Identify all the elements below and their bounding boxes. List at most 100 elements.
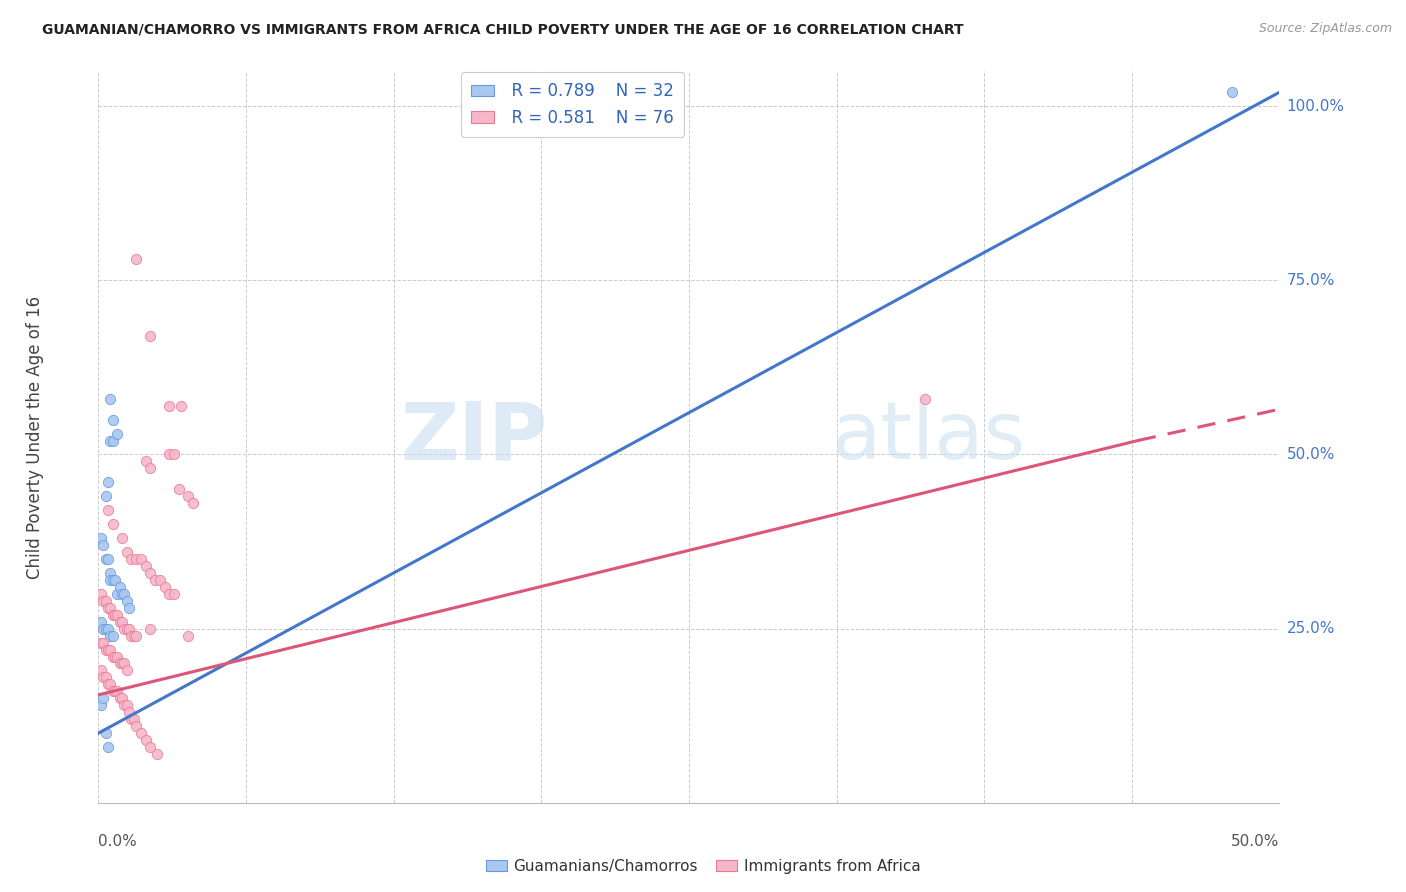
Point <box>101 649 124 664</box>
Point <box>129 552 152 566</box>
Point <box>94 552 117 566</box>
Point <box>98 573 121 587</box>
Point <box>139 566 162 580</box>
Point <box>97 475 120 490</box>
Point <box>91 670 114 684</box>
Point <box>149 573 172 587</box>
Text: Child Poverty Under the Age of 16: Child Poverty Under the Age of 16 <box>27 295 44 579</box>
Point <box>97 622 120 636</box>
Point <box>146 747 169 761</box>
Point <box>97 552 120 566</box>
Point <box>177 489 200 503</box>
Text: 0.0%: 0.0% <box>98 834 138 849</box>
Point <box>90 531 112 545</box>
Point <box>101 573 124 587</box>
Point <box>105 649 128 664</box>
Point <box>98 392 121 406</box>
Point <box>91 691 114 706</box>
Point <box>97 642 120 657</box>
Point <box>98 629 121 643</box>
Legend:   R = 0.789    N = 32,   R = 0.581    N = 76: R = 0.789 N = 32, R = 0.581 N = 76 <box>461 72 683 136</box>
Point <box>118 600 141 615</box>
Point <box>104 649 127 664</box>
Point <box>139 461 162 475</box>
Point <box>125 629 148 643</box>
Point <box>121 629 143 643</box>
Point <box>115 545 138 559</box>
Point <box>163 587 186 601</box>
Point <box>181 496 204 510</box>
Point <box>139 740 162 755</box>
Point <box>157 399 180 413</box>
Legend: Guamanians/Chamorros, Immigrants from Africa: Guamanians/Chamorros, Immigrants from Af… <box>479 853 927 880</box>
Point <box>163 448 186 462</box>
Point <box>91 594 114 608</box>
Point <box>101 517 124 532</box>
Point <box>91 635 114 649</box>
Point <box>112 622 135 636</box>
Point <box>90 587 112 601</box>
Point <box>135 733 157 747</box>
Point <box>125 552 148 566</box>
Point <box>111 691 134 706</box>
Point <box>121 712 143 726</box>
Point <box>177 629 200 643</box>
Point <box>115 664 138 678</box>
Point <box>97 677 120 691</box>
Point <box>115 698 138 713</box>
Text: 25.0%: 25.0% <box>1286 621 1334 636</box>
Point <box>118 622 141 636</box>
Text: atlas: atlas <box>831 398 1025 476</box>
Point <box>105 426 128 441</box>
Point <box>157 448 180 462</box>
Text: 75.0%: 75.0% <box>1286 273 1334 288</box>
Point <box>1220 85 1243 99</box>
Point <box>91 622 114 636</box>
Point <box>94 726 117 740</box>
Point <box>101 629 124 643</box>
Point <box>122 629 145 643</box>
Point <box>97 600 120 615</box>
Point <box>90 615 112 629</box>
Point <box>94 622 117 636</box>
Point <box>135 454 157 468</box>
Point <box>108 691 131 706</box>
Point <box>94 489 117 503</box>
Point <box>157 587 180 601</box>
Point <box>108 580 131 594</box>
Point <box>118 705 141 719</box>
Point <box>90 664 112 678</box>
Point <box>135 558 157 573</box>
Point <box>125 252 148 267</box>
Point <box>129 726 152 740</box>
Point <box>111 587 134 601</box>
Point <box>139 329 162 343</box>
Text: Source: ZipAtlas.com: Source: ZipAtlas.com <box>1258 22 1392 36</box>
Point <box>104 684 127 698</box>
Point <box>125 719 148 733</box>
Point <box>94 670 117 684</box>
Point <box>112 698 135 713</box>
Point <box>97 503 120 517</box>
Point <box>98 600 121 615</box>
Point <box>167 483 190 497</box>
Text: 50.0%: 50.0% <box>1232 834 1279 849</box>
Point <box>121 552 143 566</box>
Point <box>101 607 124 622</box>
Point <box>90 635 112 649</box>
Point <box>98 566 121 580</box>
Point <box>108 615 131 629</box>
Point <box>143 573 166 587</box>
Point <box>91 538 114 552</box>
Text: 50.0%: 50.0% <box>1286 447 1334 462</box>
Point <box>90 698 112 713</box>
Point <box>101 434 124 448</box>
Point <box>105 587 128 601</box>
Point <box>914 392 936 406</box>
Point <box>108 657 131 671</box>
Point <box>98 434 121 448</box>
Text: GUAMANIAN/CHAMORRO VS IMMIGRANTS FROM AFRICA CHILD POVERTY UNDER THE AGE OF 16 C: GUAMANIAN/CHAMORRO VS IMMIGRANTS FROM AF… <box>42 22 963 37</box>
Point <box>111 615 134 629</box>
Point <box>153 580 176 594</box>
Point <box>111 657 134 671</box>
